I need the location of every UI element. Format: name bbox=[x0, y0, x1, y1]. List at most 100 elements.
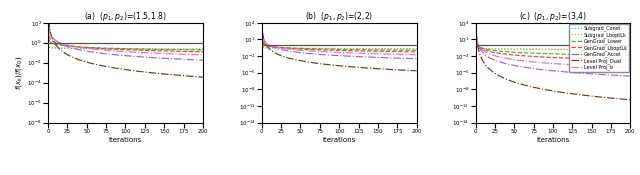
Subgrad_Const bbox=[191, 48, 199, 50]
GenGrad_Lower bbox=[482, 48, 490, 50]
GenGrad_Accel bbox=[513, 65, 521, 67]
Level Proj_b bbox=[191, 54, 199, 56]
Subgrad_LboptLk bbox=[54, 47, 62, 49]
GenGrad_Accel bbox=[300, 52, 307, 54]
Subgrad_LboptLk bbox=[86, 47, 93, 50]
GenGrad_LboptLk bbox=[613, 59, 621, 61]
GenGrad_Accel bbox=[613, 74, 621, 76]
Level Proj_b bbox=[300, 50, 307, 52]
Subgrad_LboptLk bbox=[482, 47, 490, 50]
Line: GenGrad_LboptLk: GenGrad_LboptLk bbox=[476, 41, 630, 60]
Title: (c)  $(p_1, p_2)$=(3,4): (c) $(p_1, p_2)$=(3,4) bbox=[519, 10, 587, 23]
GenGrad_Lower bbox=[619, 54, 627, 56]
GenGrad_LboptLk bbox=[186, 50, 193, 52]
GenGrad_Accel bbox=[186, 59, 193, 61]
Level Proj_Dual bbox=[501, 78, 509, 80]
Subgrad_Const bbox=[265, 47, 273, 49]
GenGrad_Lower bbox=[268, 46, 276, 48]
GenGrad_LboptLk bbox=[619, 59, 627, 61]
Level Proj_b bbox=[619, 66, 627, 68]
Line: Subgrad_Const: Subgrad_Const bbox=[49, 47, 203, 49]
Subgrad_Const bbox=[405, 48, 413, 50]
GenGrad_Lower bbox=[259, 42, 266, 44]
Subgrad_LboptLk bbox=[265, 47, 273, 49]
Subgrad_LboptLk bbox=[613, 49, 621, 51]
Line: Subgrad_LboptLk: Subgrad_LboptLk bbox=[476, 47, 630, 50]
Subgrad_Const bbox=[479, 47, 486, 50]
Subgrad_LboptLk bbox=[513, 48, 521, 50]
Subgrad_Const bbox=[86, 48, 93, 50]
GenGrad_Accel bbox=[51, 39, 59, 41]
Level Proj_Dual bbox=[627, 99, 634, 101]
Subgrad_Const bbox=[51, 47, 59, 49]
Level Proj_Dual bbox=[191, 76, 199, 78]
GenGrad_LboptLk bbox=[399, 51, 407, 53]
GenGrad_LboptLk bbox=[513, 54, 521, 56]
Level Proj_b bbox=[265, 44, 273, 46]
Level Proj_b bbox=[268, 45, 276, 47]
GenGrad_Accel bbox=[627, 75, 634, 77]
Line: Level Proj_Dual: Level Proj_Dual bbox=[262, 32, 417, 71]
GenGrad_Accel bbox=[399, 57, 407, 59]
Level Proj_b bbox=[74, 46, 81, 48]
Level Proj_Dual bbox=[513, 82, 521, 84]
Subgrad_Const bbox=[399, 48, 407, 50]
Level Proj_Dual bbox=[259, 31, 266, 33]
Subgrad_LboptLk bbox=[300, 47, 307, 49]
Subgrad_Const bbox=[513, 48, 521, 50]
Level Proj_b bbox=[627, 66, 634, 68]
Subgrad_Const bbox=[186, 48, 193, 50]
Subgrad_LboptLk bbox=[51, 47, 59, 49]
GenGrad_LboptLk bbox=[472, 40, 480, 42]
Line: Level Proj_b: Level Proj_b bbox=[49, 30, 203, 55]
X-axis label: Iterations: Iterations bbox=[109, 136, 142, 142]
GenGrad_Accel bbox=[413, 58, 420, 60]
GenGrad_LboptLk bbox=[482, 49, 490, 51]
Subgrad_LboptLk bbox=[405, 48, 413, 50]
Line: Level Proj_b: Level Proj_b bbox=[476, 38, 630, 67]
Level Proj_b bbox=[413, 54, 420, 56]
Level Proj_Dual bbox=[413, 70, 420, 72]
Subgrad_LboptLk bbox=[259, 46, 266, 48]
Subgrad_Const bbox=[619, 49, 627, 51]
Line: GenGrad_Lower: GenGrad_Lower bbox=[262, 43, 417, 50]
Line: Subgrad_LboptLk: Subgrad_LboptLk bbox=[262, 47, 417, 49]
GenGrad_LboptLk bbox=[405, 51, 413, 53]
Line: GenGrad_Accel: GenGrad_Accel bbox=[476, 36, 630, 76]
Subgrad_Const bbox=[45, 46, 52, 48]
Level Proj_Dual bbox=[300, 60, 307, 62]
Level Proj_b bbox=[513, 59, 521, 61]
Level Proj_b bbox=[479, 49, 486, 51]
Level Proj_b bbox=[399, 53, 407, 55]
Level Proj_b bbox=[405, 54, 413, 56]
Line: Subgrad_Const: Subgrad_Const bbox=[476, 48, 630, 50]
Level Proj_b bbox=[199, 54, 207, 56]
Level Proj_Dual bbox=[482, 64, 490, 66]
GenGrad_Lower bbox=[300, 47, 307, 50]
Level Proj_b bbox=[54, 41, 62, 43]
Level Proj_b bbox=[51, 39, 59, 41]
GenGrad_Lower bbox=[472, 42, 480, 44]
Level Proj_Dual bbox=[86, 62, 93, 64]
GenGrad_Lower bbox=[199, 49, 207, 51]
GenGrad_Accel bbox=[74, 48, 81, 50]
Line: Level Proj_b: Level Proj_b bbox=[262, 38, 417, 55]
Subgrad_LboptLk bbox=[268, 47, 276, 49]
Level Proj_Dual bbox=[199, 76, 207, 78]
Y-axis label: $f(x_k)/f(x_0)$: $f(x_k)/f(x_0)$ bbox=[15, 55, 24, 90]
Level Proj_Dual bbox=[186, 75, 193, 77]
GenGrad_LboptLk bbox=[300, 48, 307, 50]
Level Proj_b bbox=[613, 66, 621, 68]
GenGrad_Lower bbox=[191, 49, 199, 51]
Line: GenGrad_Lower: GenGrad_Lower bbox=[49, 40, 203, 50]
Level Proj_Dual bbox=[268, 50, 276, 52]
Level Proj_Dual bbox=[399, 69, 407, 71]
Line: GenGrad_Lower: GenGrad_Lower bbox=[476, 43, 630, 55]
GenGrad_Lower bbox=[86, 46, 93, 48]
Level Proj_b bbox=[186, 54, 193, 56]
Subgrad_LboptLk bbox=[186, 48, 193, 50]
Title: (b)  $(p_1, p_2)$=(2,2): (b) $(p_1, p_2)$=(2,2) bbox=[305, 10, 373, 23]
GenGrad_Lower bbox=[479, 47, 486, 49]
Level Proj_b bbox=[482, 51, 490, 53]
Subgrad_LboptLk bbox=[501, 48, 509, 50]
